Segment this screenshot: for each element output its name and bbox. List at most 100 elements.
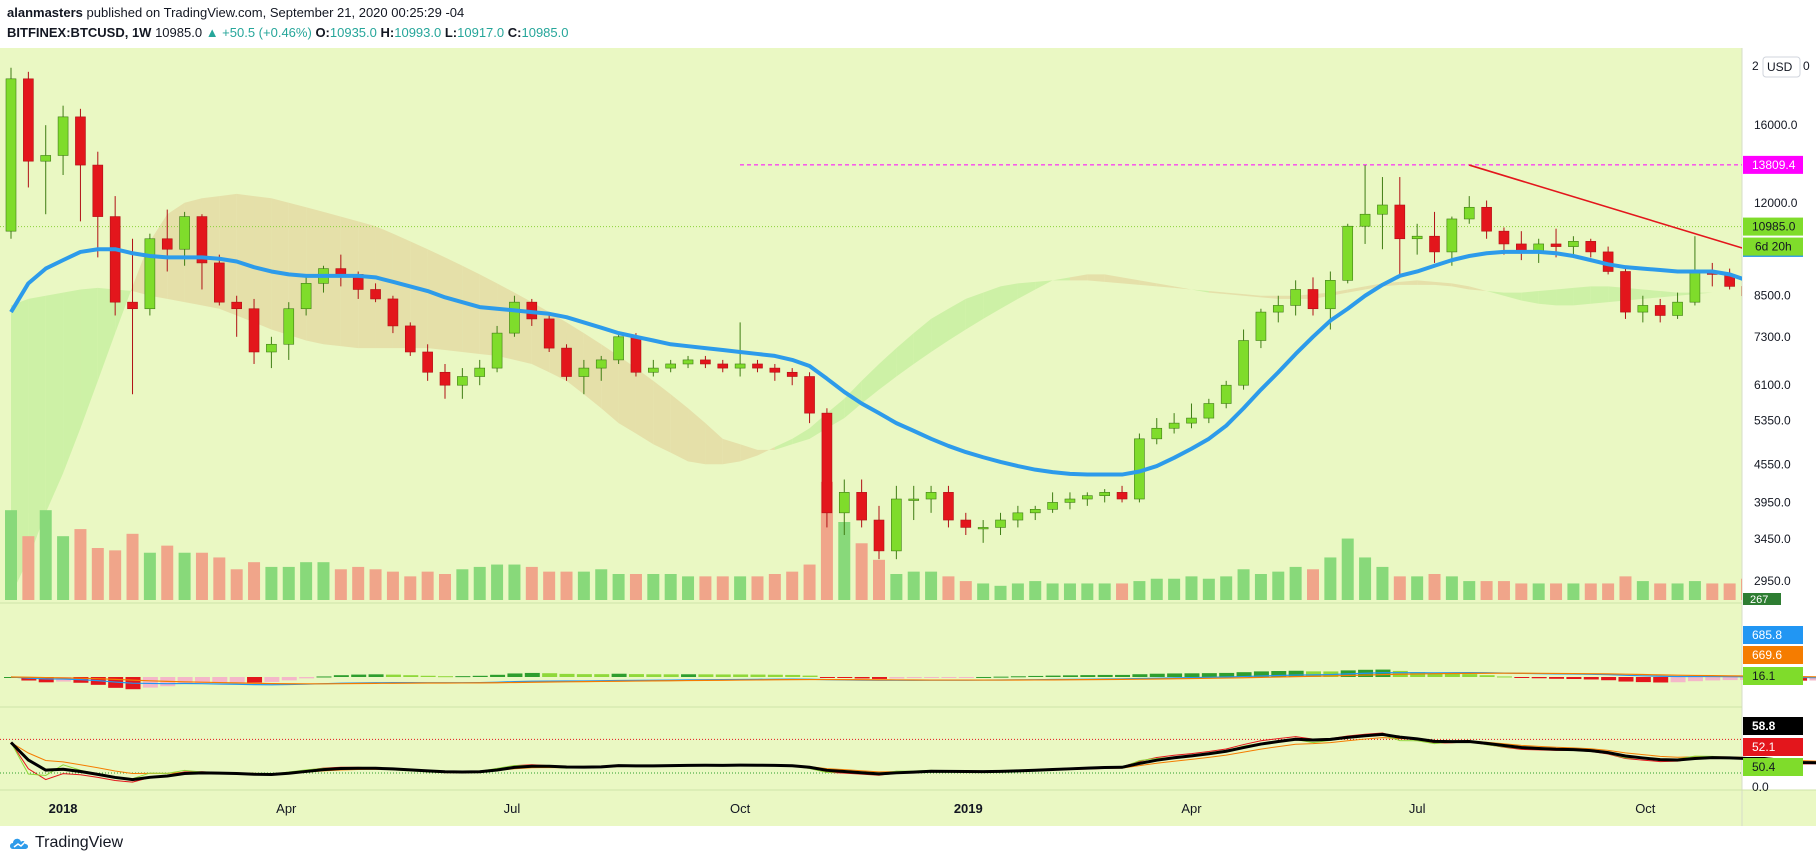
candle-body	[1498, 230, 1510, 245]
time-tick-label: Oct	[730, 801, 751, 816]
price-label-tag	[1743, 155, 1803, 174]
ichimoku-cloud-segment	[1451, 283, 1470, 290]
macd-histogram-bar	[1427, 673, 1443, 677]
macd-histogram-bar	[438, 676, 453, 678]
rsi-label-text: 58.8	[1752, 719, 1776, 733]
author-name[interactable]: alanmasters	[7, 5, 83, 20]
time-tick-label: Jul	[1409, 801, 1426, 816]
candle-body	[1394, 204, 1406, 240]
macd-histogram-bar	[472, 675, 488, 677]
macd-histogram-bar	[1132, 674, 1148, 677]
volume-bar	[1463, 581, 1476, 600]
time-tick-label: 2018	[49, 801, 78, 816]
main-pane	[0, 67, 1742, 600]
macd-histogram-bar	[1479, 675, 1495, 677]
price-tick-label: 12000.0	[1754, 196, 1798, 210]
candle-body	[1203, 403, 1215, 419]
candle-body	[214, 262, 225, 303]
ichimoku-cloud-segment	[1365, 283, 1383, 290]
volume-bar	[439, 574, 451, 600]
candle-body	[404, 325, 416, 353]
macd-histogram-bar	[1635, 677, 1651, 683]
macd-histogram-bar	[681, 674, 697, 677]
rsi-label-tag	[1743, 738, 1803, 756]
candle-body	[1568, 241, 1579, 247]
macd-histogram-bar	[872, 677, 887, 679]
volume-bar	[352, 566, 365, 600]
currency-label: USD	[1767, 60, 1793, 74]
open-value: 10935.0	[329, 25, 377, 40]
macd-histogram-bar	[455, 676, 471, 678]
volume-bar	[959, 581, 972, 600]
price-label-text: 13809.4	[1752, 158, 1796, 172]
volume-bar	[1428, 574, 1441, 600]
candle-body	[1411, 235, 1423, 240]
volume-bar	[386, 571, 399, 600]
candle-body	[734, 363, 746, 369]
macd-histogram-bar	[38, 677, 54, 683]
volume-bar	[977, 583, 990, 600]
candle-body	[856, 492, 867, 521]
volume-bar	[1202, 578, 1215, 600]
macd-histogram-bar	[1271, 671, 1287, 677]
volume-bar	[595, 569, 608, 600]
macd-histogram-bar	[403, 675, 419, 677]
candle-body	[161, 238, 173, 250]
ichimoku-cloud-segment	[1174, 286, 1192, 290]
volume-bar	[22, 536, 35, 600]
volume-bar	[1098, 583, 1111, 600]
ichimoku-cloud-segment	[705, 423, 723, 465]
ichimoku-cloud-segment	[948, 298, 966, 341]
chart-header: alanmasters published on TradingView.com…	[0, 0, 1816, 48]
ichimoku-cloud-segment	[1243, 294, 1261, 298]
macd-histogram-bar	[1549, 677, 1565, 679]
time-tick-label: Oct	[1635, 801, 1656, 816]
volume-bar	[1584, 583, 1597, 600]
macd-histogram-bar	[264, 677, 280, 682]
macd-histogram-bar	[1184, 673, 1200, 677]
volume-bar	[699, 576, 712, 600]
last-price: 10985.0	[155, 25, 203, 40]
candle-body	[127, 301, 138, 310]
candle-body	[1290, 289, 1301, 306]
ichimoku-cloud-segment	[1347, 286, 1366, 293]
macd-histogram-bar	[594, 674, 610, 677]
ichimoku-cloud-segment	[1208, 291, 1227, 295]
macd-histogram-bar	[351, 674, 367, 677]
volume-bar	[1688, 581, 1701, 600]
volume-bar	[1445, 576, 1458, 600]
candle-body	[648, 367, 659, 373]
ichimoku-cloud-segment	[774, 438, 793, 450]
volume-bar	[1011, 583, 1024, 600]
price-tick-label: 8500.0	[1754, 289, 1791, 303]
volume-bar	[1376, 566, 1389, 600]
price-label-tag	[1743, 217, 1803, 236]
ichimoku-cloud-segment	[583, 333, 602, 409]
macd-histogram-bar	[299, 677, 315, 679]
time-tick-label: Apr	[276, 801, 297, 816]
volume-bar	[525, 566, 538, 600]
volume-bar	[1497, 581, 1510, 600]
rsi-label-tag	[1743, 758, 1803, 776]
volume-bar	[803, 564, 816, 600]
rsi-label-tag	[1743, 717, 1803, 735]
volume-bar	[734, 576, 747, 600]
volume-label: 267	[1750, 594, 1768, 606]
ichimoku-cloud-segment	[323, 211, 341, 347]
tradingview-brand[interactable]: TradingView	[8, 834, 123, 852]
ichimoku-cloud-segment	[792, 428, 810, 445]
volume-bar	[751, 576, 764, 600]
macd-histogram-bar	[1722, 677, 1738, 681]
volume-bar	[560, 571, 573, 600]
candle-body	[595, 359, 607, 369]
ichimoku-cloud-segment	[983, 286, 1001, 319]
symbol-name[interactable]: BITFINEX:BTCUSD, 1W	[7, 25, 152, 40]
ichimoku-cloud-segment	[254, 196, 272, 330]
candle-body	[422, 351, 433, 373]
plot-background	[0, 48, 1742, 790]
ichimoku-cloud-segment	[28, 295, 46, 560]
volume-bar	[768, 574, 781, 600]
macd-histogram-bar	[1028, 675, 1044, 677]
ichimoku-cloud-segment	[1399, 280, 1418, 285]
